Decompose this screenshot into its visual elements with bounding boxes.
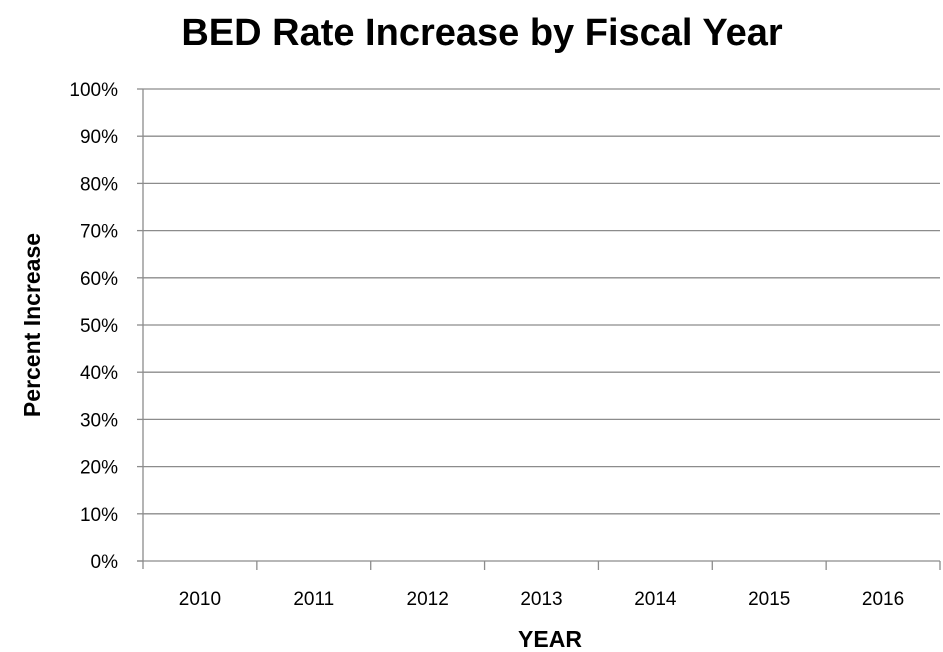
y-tick-label: 30% <box>80 410 118 431</box>
x-tick-label: 2011 <box>293 589 334 610</box>
y-tick-label: 60% <box>80 269 118 290</box>
y-tick-label: 40% <box>80 363 118 384</box>
gridlines <box>143 88 940 515</box>
axes <box>137 88 941 570</box>
x-tick-label: 2013 <box>520 589 562 610</box>
x-tick-label: 2015 <box>748 589 790 610</box>
y-tick-label: 100% <box>69 80 118 101</box>
y-tick-label: 50% <box>80 316 118 337</box>
x-tick-label: 2012 <box>407 589 449 610</box>
y-tick-label: 20% <box>80 458 118 479</box>
x-axis-label: YEAR <box>518 626 582 652</box>
x-tick-label: 2016 <box>862 589 904 610</box>
y-axis-label: Percent Increase <box>19 233 45 417</box>
y-tick-label: 70% <box>80 222 118 243</box>
x-tick-label: 2014 <box>634 589 677 610</box>
y-tick-labels: 0% 10% 20% 30% 40% 50% 60% 70% 80% 90% 100% <box>69 80 118 573</box>
x-tick-labels: 2010 2011 2012 2013 2014 2015 2016 <box>179 589 904 610</box>
x-tick-label: 2010 <box>179 589 221 610</box>
y-tick-label: 90% <box>80 127 118 148</box>
y-tick-label: 80% <box>80 174 118 195</box>
y-tick-label: 0% <box>91 552 119 573</box>
y-tick-label: 10% <box>80 505 118 526</box>
chart-title: BED Rate Increase by Fiscal Year <box>181 12 783 54</box>
